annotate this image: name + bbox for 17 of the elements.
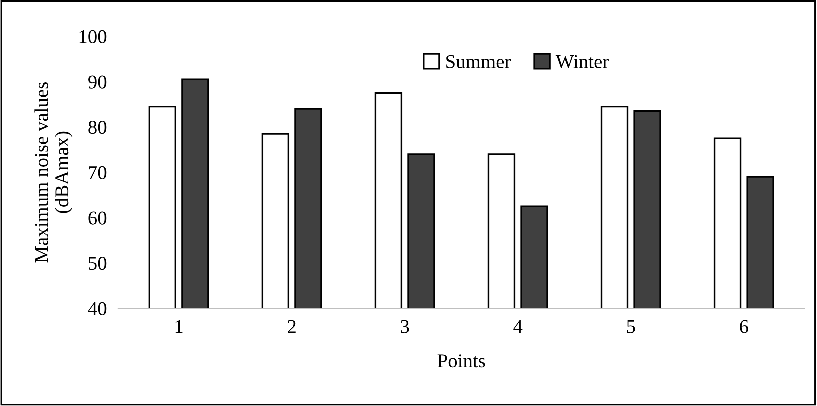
x-tick-label: 5 [627, 320, 636, 334]
x-tick-label: 4 [514, 320, 523, 334]
y-tick-label: 90 [88, 76, 107, 89]
y-tick-label: 40 [88, 302, 107, 316]
x-tick-label: 2 [288, 320, 296, 334]
x-axis-title: Points [438, 354, 486, 368]
y-tick-label: 80 [88, 121, 107, 134]
x-tick-label: 6 [740, 320, 748, 334]
x-tick-label: 3 [401, 320, 410, 334]
y-tick-label: 70 [89, 166, 107, 180]
legend-label: Winter [556, 55, 609, 69]
y-tick-label: 100 [80, 30, 107, 44]
y-axis-title: Maximum noise values (dBAmax) [34, 82, 73, 263]
x-tick-label: 1 [176, 320, 183, 334]
y-tick-label: 50 [89, 257, 107, 270]
y-tick-label: 60 [88, 212, 107, 225]
legend-label: Summer [446, 55, 512, 68]
